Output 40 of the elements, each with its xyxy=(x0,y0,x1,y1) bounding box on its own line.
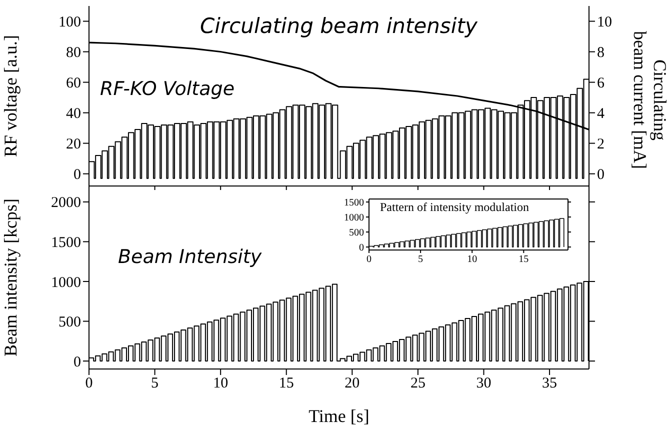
x-tick-label: 25 xyxy=(410,376,426,392)
y2-tick-label: 4 xyxy=(597,106,605,122)
y-tick-label: 100 xyxy=(58,14,81,31)
y-tick-label: 40 xyxy=(66,106,81,122)
y-axis-title: RF voltage [a.u.] xyxy=(0,35,20,157)
y-tick-label: 500 xyxy=(349,228,364,239)
y2-tick-label: 2 xyxy=(597,136,604,153)
y-tick-label: 1500 xyxy=(344,198,364,209)
y-tick-label: 0 xyxy=(359,242,364,254)
y-tick-label: 2000 xyxy=(51,195,81,212)
y-tick-label: 0 xyxy=(74,167,81,184)
y-axis-title: Beam intensity [kcps] xyxy=(0,198,20,356)
y-tick-label: 20 xyxy=(66,136,81,153)
x-tick-label: 10 xyxy=(467,254,478,266)
x-tick-label: 0 xyxy=(85,376,93,392)
series-label: RF-KO Voltage xyxy=(100,78,235,100)
x-axis-title: Time [s] xyxy=(308,406,370,426)
y-tick-label: 1500 xyxy=(51,235,81,252)
x-tick-label: 10 xyxy=(213,376,228,392)
series-label: Circulating beam intensity xyxy=(200,14,478,38)
y-tick-label: 1000 xyxy=(344,212,364,224)
y-tick-label: 500 xyxy=(58,314,81,331)
x-tick-label: 0 xyxy=(366,254,372,266)
y-tick-label: 0 xyxy=(74,354,81,370)
x-tick-label: 15 xyxy=(278,376,294,392)
x-tick-label: 30 xyxy=(476,376,492,392)
x-tick-label: 5 xyxy=(418,254,424,266)
y2-axis-title: Circulating beam current [mA] xyxy=(630,30,670,171)
y-tick-label: 80 xyxy=(66,45,81,62)
x-tick-label: 35 xyxy=(542,376,558,392)
y2-tick-label: 6 xyxy=(597,76,605,92)
chart-title: Pattern of intensity modulation xyxy=(380,200,529,215)
y-tick-label: 1000 xyxy=(51,274,81,291)
x-tick-label: 5 xyxy=(151,376,159,392)
x-tick-label: 15 xyxy=(518,254,529,266)
y-tick-label: 60 xyxy=(66,76,81,92)
series-label: Beam Intensity xyxy=(118,246,262,268)
y2-tick-label: 0 xyxy=(597,167,604,184)
y2-tick-label: 10 xyxy=(597,14,612,31)
y2-tick-label: 8 xyxy=(597,45,604,62)
